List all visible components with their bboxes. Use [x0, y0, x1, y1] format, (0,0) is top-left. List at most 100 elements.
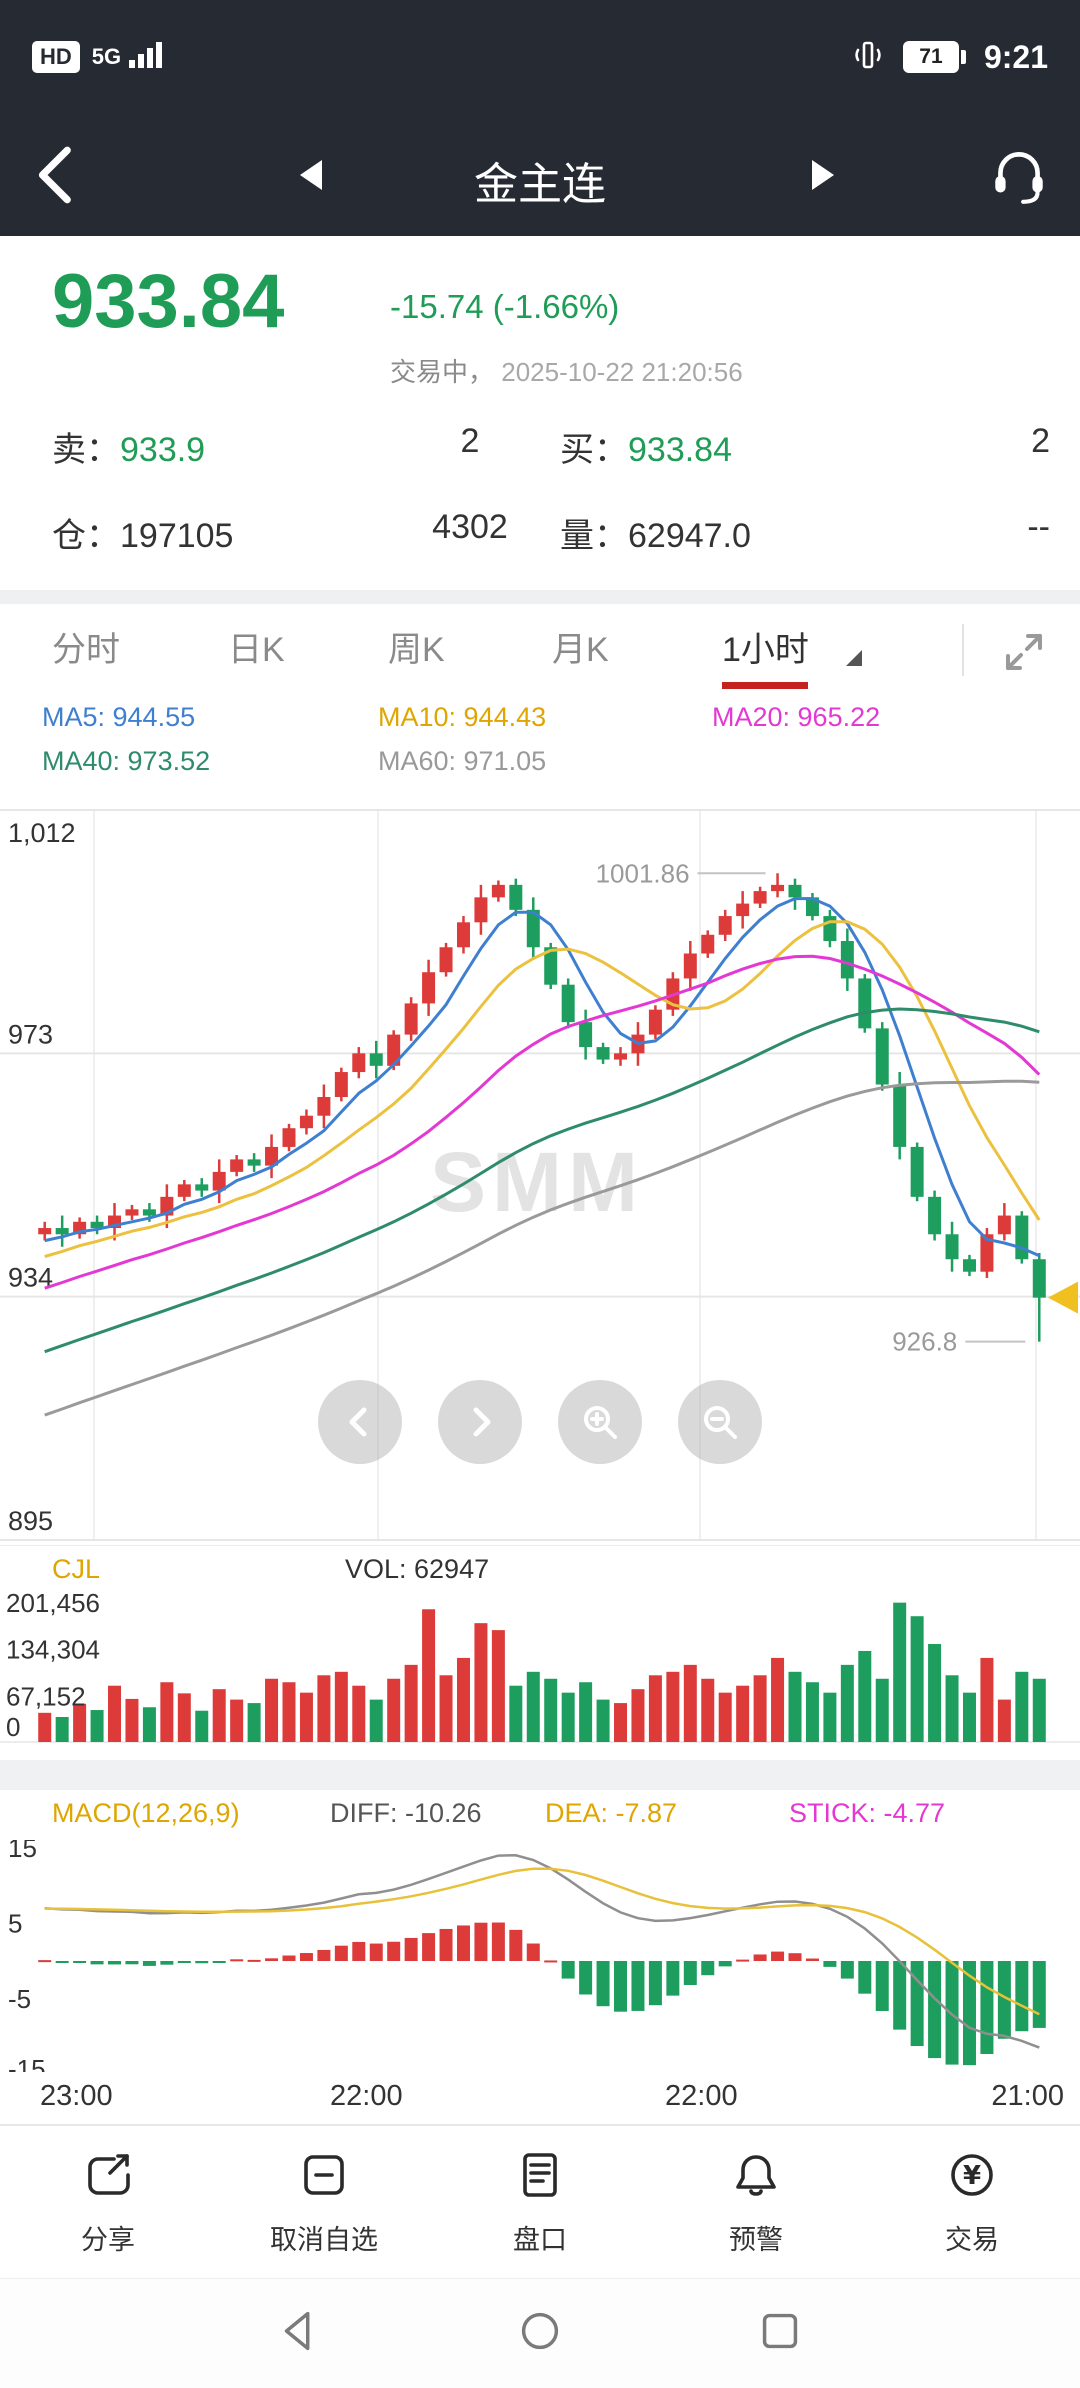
time-axis: 23:00 22:00 22:00 21:00: [0, 2072, 1080, 2122]
zoom-out-button[interactable]: [678, 1380, 762, 1464]
open-interest-change: 4302: [432, 508, 508, 546]
ma5-label: MA5: 944.55: [42, 702, 196, 732]
tab-timeline[interactable]: 分时: [52, 631, 120, 669]
remove-watchlist-button[interactable]: 取消自选: [216, 2126, 432, 2278]
ma10-label: MA10: 944.43: [378, 702, 547, 732]
pan-right-button[interactable]: [438, 1380, 522, 1464]
svg-text:0: 0: [6, 1712, 20, 1742]
section-divider: [0, 590, 1080, 604]
svg-text:973: 973: [8, 1019, 53, 1049]
svg-text:926.8: 926.8: [892, 1327, 957, 1357]
battery-indicator: 71: [902, 41, 966, 73]
total-volume: 62947.0: [628, 517, 751, 555]
svg-text:67,152: 67,152: [6, 1681, 86, 1711]
order-book-button[interactable]: 盘口: [432, 2126, 648, 2278]
zoom-in-button[interactable]: [558, 1380, 642, 1464]
svg-text:¥: ¥: [963, 2161, 981, 2191]
macd-title[interactable]: MACD(12,26,9): [52, 1798, 240, 1828]
svg-text:201,456: 201,456: [6, 1588, 100, 1618]
ma20-label: MA20: 965.22: [712, 702, 881, 732]
next-arrow-icon: [812, 160, 834, 190]
ask-price: 933.9: [120, 431, 206, 469]
bid-label: 买：: [560, 431, 628, 469]
volume-panel[interactable]: CJL VOL: 62947 201,456 134,304 67,152 0: [0, 1545, 1080, 1760]
time-tick: 22:00: [330, 2080, 403, 2112]
bid-price: 933.84: [628, 431, 732, 469]
volume-label: 量：: [560, 517, 628, 555]
remove-watchlist-icon: [296, 2147, 352, 2208]
share-label: 分享: [81, 2225, 135, 2255]
tabs-divider: [962, 624, 964, 676]
network-type-label: 5G: [91, 44, 122, 69]
ask-size: 2: [460, 422, 480, 460]
time-tick: 21:00: [991, 2080, 1064, 2112]
session-status-line: 交易中， 2025-10-22 21:20:56: [390, 352, 743, 389]
share-button[interactable]: 分享: [0, 2126, 216, 2278]
status-bar: HD 5G 71 9:21: [0, 0, 1080, 114]
fullscreen-icon[interactable]: [998, 626, 1050, 678]
open-interest-label: 仓：: [52, 517, 120, 555]
svg-text:1,012: 1,012: [8, 818, 76, 848]
alert-bell-icon: [728, 2147, 784, 2208]
price-change: -15.74 (-1.66%): [390, 288, 620, 325]
ma60-label: MA60: 971.05: [378, 746, 547, 776]
quote-datetime: 2025-10-22 21:20:56: [501, 357, 743, 387]
svg-text:-5: -5: [8, 1984, 31, 2014]
trade-yen-icon: ¥: [944, 2147, 1000, 2208]
order-book-icon: [512, 2147, 568, 2208]
signal-strength-icon: [129, 40, 163, 75]
svg-text:134,304: 134,304: [6, 1635, 100, 1665]
android-navigation-bar: [0, 2278, 1080, 2388]
quote-panel: 933.84 -15.74 (-1.66%) 交易中， 2025-10-22 2…: [0, 236, 1080, 590]
ma40-label: MA40: 973.52: [42, 746, 211, 776]
share-icon: [80, 2147, 136, 2208]
back-button[interactable]: [26, 142, 92, 208]
time-tick: 23:00: [40, 2080, 113, 2112]
svg-text:-15: -15: [8, 2054, 46, 2072]
ma-indicator-labels: MA5: 944.55 MA10: 944.43 MA20: 965.22 MA…: [0, 696, 1080, 782]
macd-canvas[interactable]: 15 5 -5 -15: [0, 1840, 1080, 2072]
tab-weekly[interactable]: 周K: [388, 631, 445, 669]
battery-level: 71: [902, 41, 959, 73]
volume-value-label: VOL: 62947: [345, 1554, 490, 1584]
svg-text:5: 5: [8, 1908, 22, 1938]
volume-indicator-label[interactable]: CJL: [52, 1554, 101, 1584]
chart-nav-controls: [0, 1380, 1080, 1464]
volume-extra: --: [1027, 508, 1050, 546]
section-divider-2: [0, 1760, 1080, 1790]
macd-dea-label: DEA: -7.87: [545, 1798, 678, 1828]
ask-label: 卖：: [52, 431, 120, 469]
alert-button[interactable]: 预警: [648, 2126, 864, 2278]
android-recents-button[interactable]: [753, 2304, 807, 2363]
android-home-button[interactable]: [513, 2304, 567, 2363]
session-status: 交易中，: [390, 357, 495, 387]
vibrate-icon: [851, 38, 885, 77]
bottom-toolbar: 分享 取消自选 盘口: [0, 2124, 1080, 2278]
customer-service-button[interactable]: [986, 142, 1052, 208]
tab-monthly[interactable]: 月K: [552, 631, 609, 669]
trade-button[interactable]: ¥ 交易: [864, 2126, 1080, 2278]
app-header: 金主连: [0, 114, 1080, 236]
prev-contract-button[interactable]: [300, 160, 322, 190]
prev-arrow-icon: [300, 160, 322, 190]
next-contract-button[interactable]: [812, 160, 834, 190]
macd-panel[interactable]: MACD(12,26,9) DIFF: -10.26 DEA: -7.87 ST…: [0, 1790, 1080, 2072]
svg-text:895: 895: [8, 1506, 53, 1536]
bid-size: 2: [1031, 422, 1050, 460]
tab-1hour[interactable]: 1小时: [722, 631, 809, 669]
hd-badge: HD: [32, 41, 80, 73]
page-title: 金主连: [474, 160, 606, 209]
pan-left-button[interactable]: [318, 1380, 402, 1464]
tab-daily[interactable]: 日K: [228, 631, 285, 669]
remove-watchlist-label: 取消自选: [270, 2225, 378, 2255]
android-back-button[interactable]: [273, 2304, 327, 2363]
time-tick: 22:00: [665, 2080, 738, 2112]
alert-label: 预警: [729, 2225, 783, 2255]
period-dropdown-icon[interactable]: [846, 650, 862, 666]
order-book-label: 盘口: [513, 2225, 567, 2255]
candlestick-chart[interactable]: SMM 1,012 973 934 895 1001.86 926.8: [0, 782, 1080, 1545]
open-interest: 197105: [120, 517, 234, 555]
